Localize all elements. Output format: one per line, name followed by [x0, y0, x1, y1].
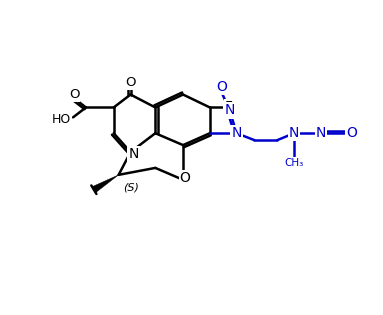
Text: N: N [231, 126, 242, 140]
Text: N: N [224, 103, 235, 117]
Text: O: O [216, 80, 227, 94]
Text: O: O [125, 76, 136, 89]
Text: N: N [316, 126, 326, 140]
Text: N: N [289, 126, 299, 140]
Text: N: N [128, 147, 139, 161]
Text: O: O [346, 126, 357, 140]
Text: O: O [69, 88, 79, 101]
Polygon shape [92, 175, 119, 193]
Text: F: F [225, 100, 232, 114]
Text: O: O [180, 171, 190, 185]
Text: (S): (S) [124, 183, 139, 193]
Text: HO: HO [52, 113, 71, 126]
Text: CH₃: CH₃ [285, 158, 304, 168]
